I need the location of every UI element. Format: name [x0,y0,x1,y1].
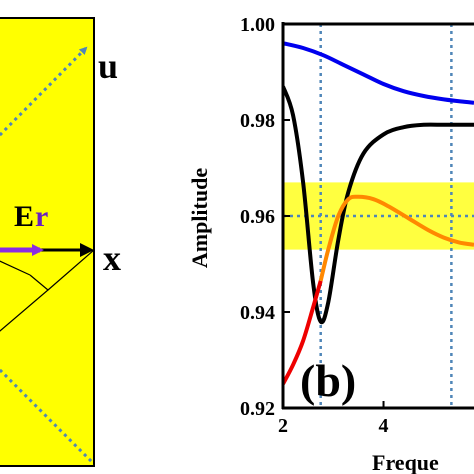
er-label: Er [14,200,48,233]
series-blue-line [283,41,474,105]
y-tick-label: 0.92 [240,398,275,420]
y-tick-label: 0.96 [240,206,275,228]
y-tick-label: 1.00 [240,14,275,36]
series-red-line [283,280,323,385]
y-axis-label: Amplitude [187,168,212,268]
yellow-region [0,17,95,467]
series-black-line [283,85,474,325]
schematic-panel: Er u x [0,17,121,467]
x-tick-label: 4 [379,415,389,437]
diamond-edge-lower [0,260,31,276]
x-tick-label: 2 [278,415,288,437]
x-label: x [103,238,121,278]
x-axis-label: Freque [372,450,439,474]
y-tick-label: 0.98 [240,110,275,132]
u-axis-dotted [0,46,88,138]
chart-panel: 0.92 0.94 0.96 0.98 1.00 2 4 (b) Amplitude Fr… [187,14,474,474]
u-label: u [98,46,118,86]
panel-label: (b) [300,355,356,406]
y-tick-label: 0.94 [240,302,275,324]
series-orange-line [318,194,474,282]
